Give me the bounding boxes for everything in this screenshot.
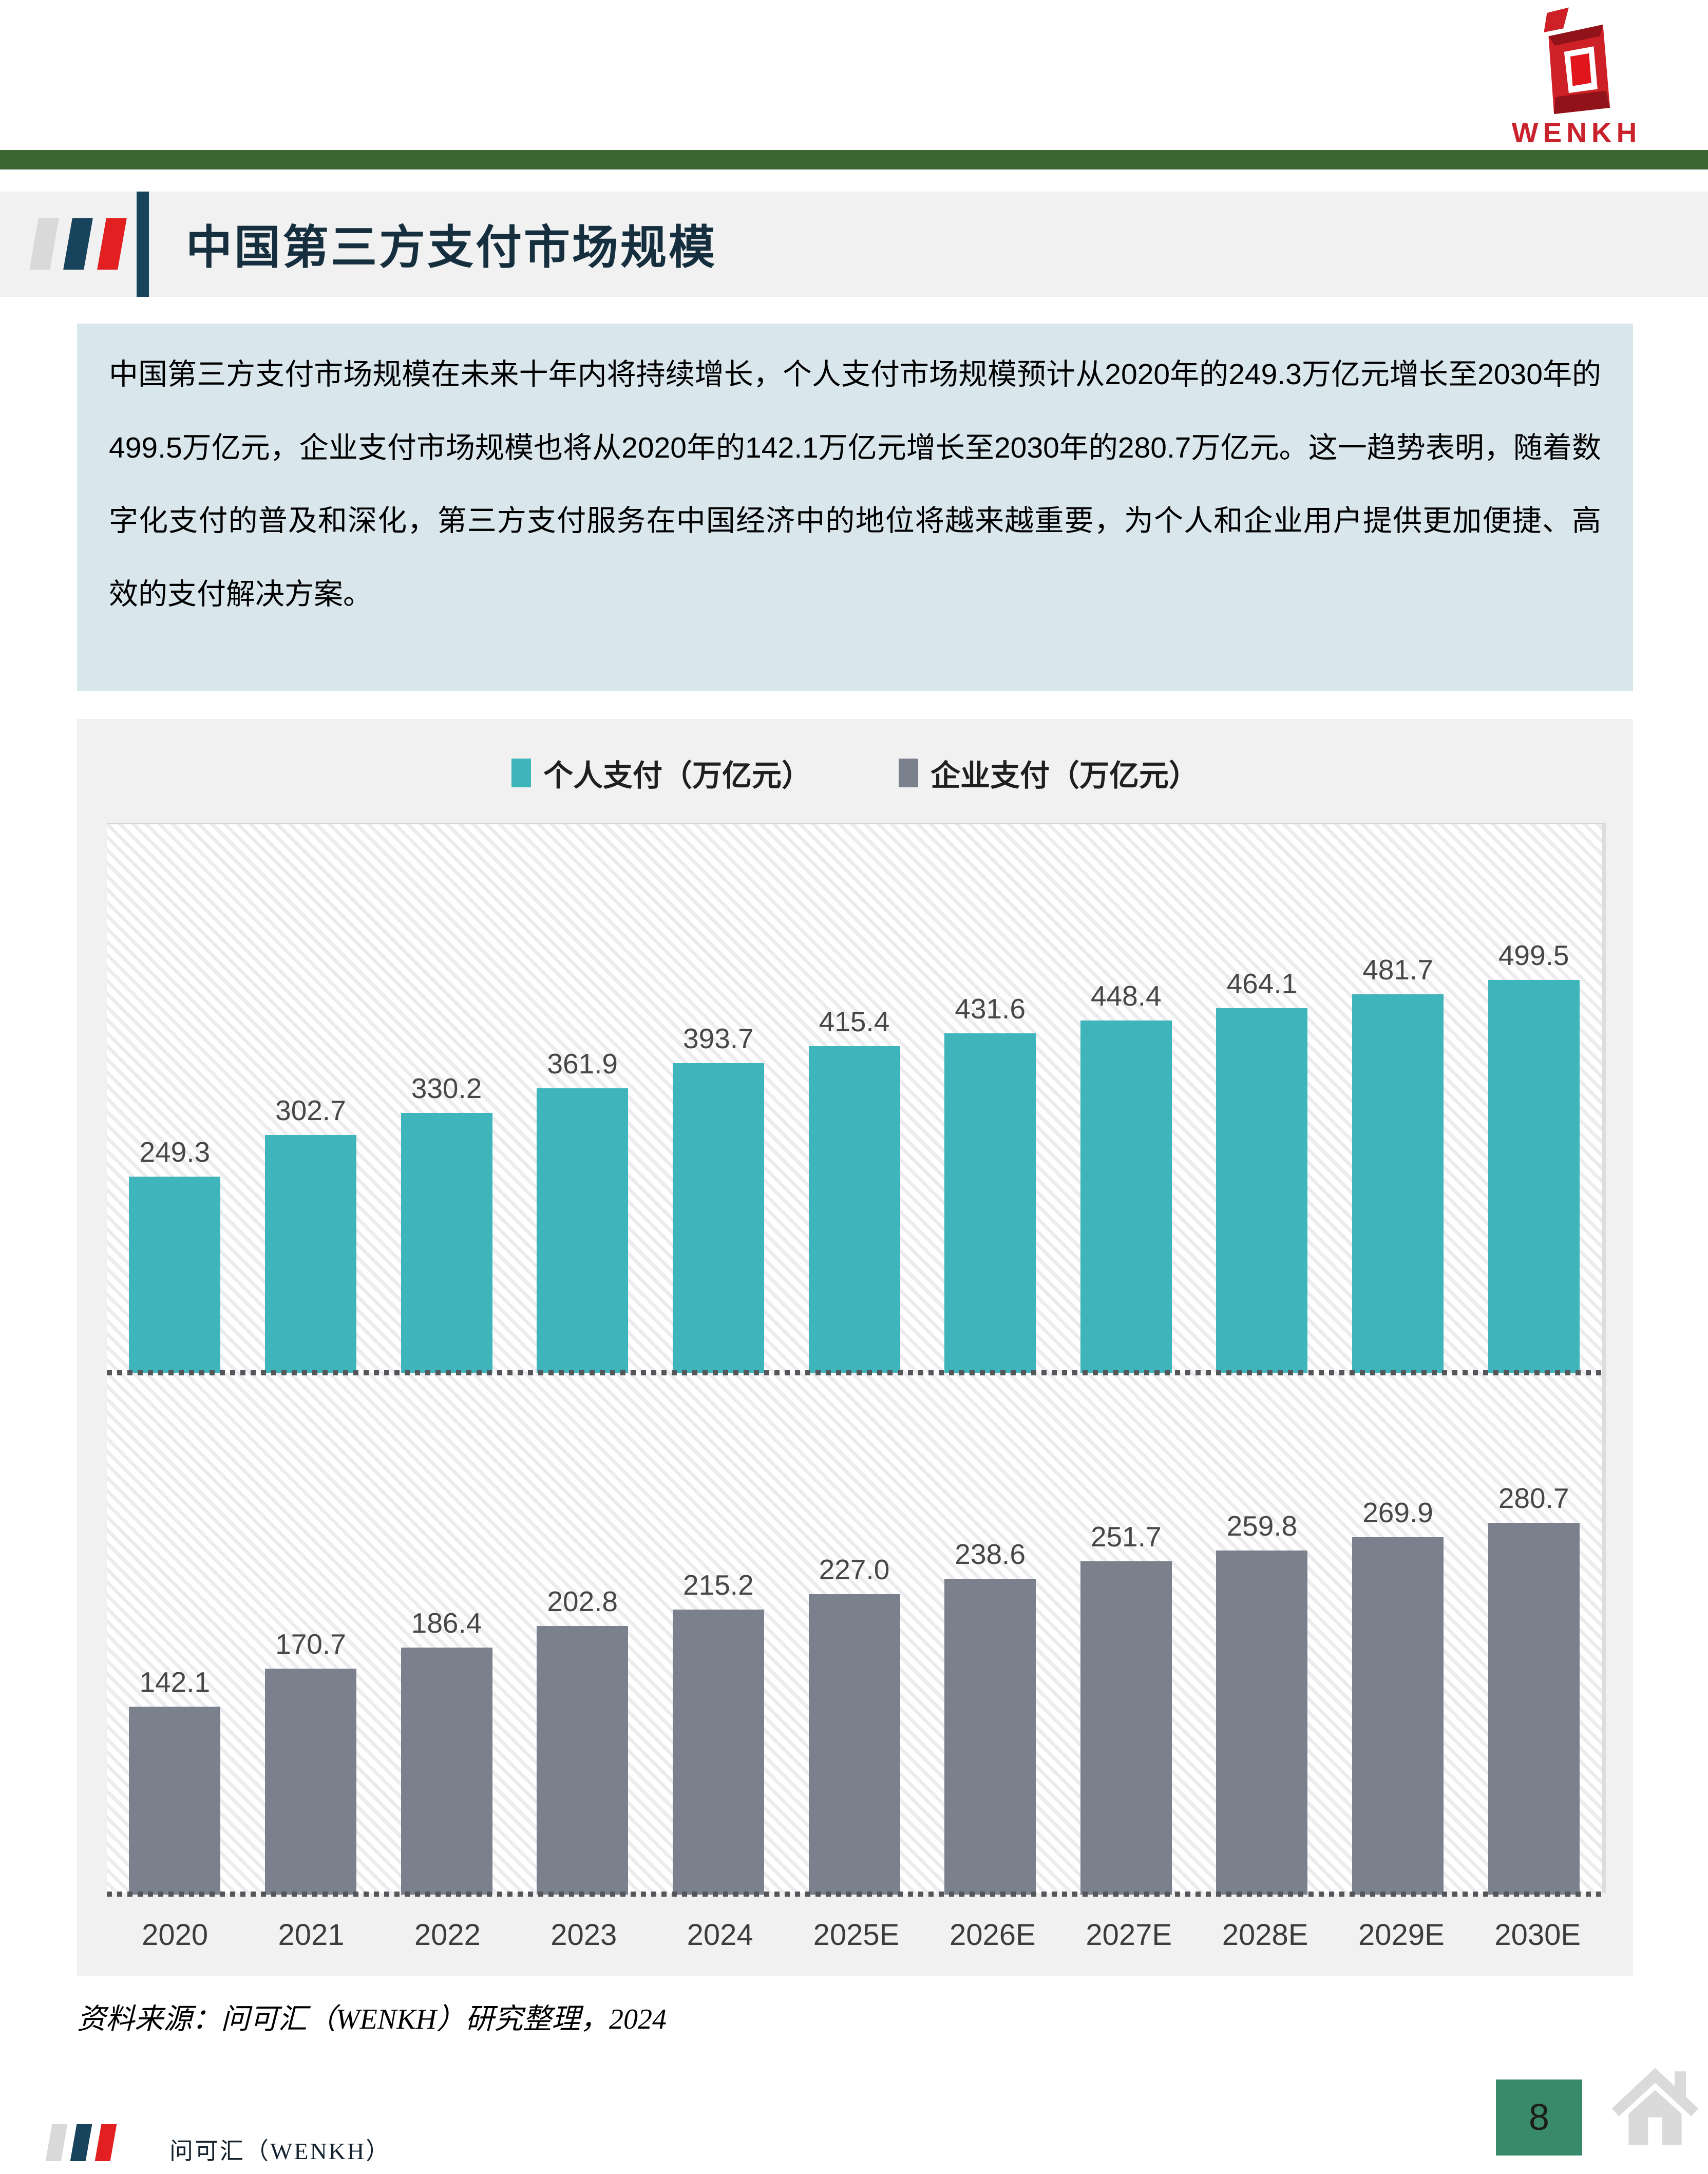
x-tick-2029E: 2029E [1358,1918,1445,1952]
deco-bar-gray [29,218,59,270]
title-decoration-bars [29,218,127,270]
x-tick-2022: 2022 [414,1918,481,1952]
enterprise-value-label-2030E: 280.7 [1498,1482,1569,1514]
page-title: 中国第三方支付市场规模 [186,221,717,273]
personal-bar-2029E [1352,994,1444,1373]
enterprise-bar-2025E [808,1594,900,1895]
personal-value-label-2026E: 431.6 [955,993,1026,1025]
legend-swatch-personal [511,759,531,787]
page-number-box: 8 [1496,2080,1582,2156]
panel-personal: 249.3 302.7 330.2 361.9 393.7 415.4 431.6 448.4… [107,824,1602,1375]
chart-plot-area: 249.3 302.7 330.2 361.9 393.7 415.4 431.6 448.4… [107,823,1606,1897]
enterprise-value-label-2025E: 227.0 [819,1554,890,1585]
intro-text: 中国第三方支付市场规模在未来十年内将持续增长，个人支付市场规模预计从2020年的… [109,358,1601,611]
source-note: 资料来源：问可汇（WENKH）研究整理，2024 [77,2003,667,2035]
x-tick-2030E: 2030E [1494,1918,1581,1952]
x-tick-2028E: 2028E [1222,1918,1308,1952]
deco-bar-gray [45,2124,68,2161]
header-divider-bar [0,150,1708,169]
personal-value-label-2022: 330.2 [411,1072,482,1104]
enterprise-bar-2022 [401,1648,492,1895]
intro-block: 中国第三方支付市场规模在未来十年内将持续增长，个人支付市场规模预计从2020年的… [77,324,1633,691]
personal-bar-2024 [672,1063,764,1373]
personal-value-label-2023: 361.9 [547,1048,618,1080]
personal-value-label-2024: 393.7 [683,1023,754,1054]
deco-bar-red [97,218,127,270]
brand-logo: WENKH [1492,5,1661,149]
wenkh-logo-icon [1544,7,1610,114]
chart-legend: 个人支付（万亿元） 企业支付（万亿元） [77,750,1633,796]
x-tick-2024: 2024 [687,1918,753,1952]
deco-bar-red [94,2124,117,2161]
enterprise-bar-2028E [1216,1551,1308,1895]
x-tick-2026E: 2026E [949,1918,1036,1952]
legend-swatch-enterprise [899,759,918,787]
personal-value-label-2028E: 464.1 [1226,968,1298,999]
home-icon[interactable] [1611,2058,1699,2155]
footer-decoration-bars [45,2124,117,2161]
x-tick-2027E: 2027E [1086,1918,1172,1952]
legend-item-personal: 个人支付（万亿元） [511,751,811,795]
enterprise-value-label-2022: 186.4 [411,1607,482,1639]
personal-value-label-2021: 302.7 [275,1094,346,1126]
personal-bar-2021 [264,1135,356,1373]
deco-bar-navy [63,218,93,270]
enterprise-bar-2024 [672,1610,764,1895]
personal-bar-2025E [808,1046,900,1373]
enterprise-value-label-2027E: 251.7 [1090,1521,1162,1553]
enterprise-bar-2029E [1352,1537,1444,1895]
personal-bar-2030E [1488,980,1580,1373]
enterprise-value-label-2020: 142.1 [139,1666,211,1698]
personal-value-label-2027E: 448.4 [1090,980,1162,1012]
enterprise-value-label-2028E: 259.8 [1226,1510,1298,1542]
x-tick-2023: 2023 [551,1918,617,1952]
enterprise-bar-2021 [264,1669,356,1895]
panel-enterprise: 142.1 170.7 186.4 202.8 215.2 227.0 238.6 251.7… [107,1373,1602,1897]
enterprise-bar-2026E [944,1579,1036,1895]
deco-bar-navy [70,2124,92,2161]
enterprise-bar-2020 [129,1707,221,1895]
personal-value-label-2020: 249.3 [139,1136,211,1168]
enterprise-value-label-2024: 215.2 [683,1569,754,1601]
personal-value-label-2025E: 415.4 [819,1006,890,1037]
personal-bar-2026E [944,1033,1036,1373]
legend-label-enterprise: 企业支付（万亿元） [931,759,1199,792]
x-tick-2020: 2020 [142,1918,208,1952]
x-tick-2025E: 2025E [813,1918,900,1952]
personal-bar-2023 [537,1088,629,1373]
page-number: 8 [1528,2097,1550,2138]
title-vertical-divider [137,192,149,297]
enterprise-value-label-2023: 202.8 [547,1585,618,1617]
enterprise-value-label-2026E: 238.6 [955,1538,1026,1570]
footer-company-name: 问可汇（WENKH） [169,2138,391,2164]
personal-bar-2028E [1216,1008,1308,1373]
enterprise-value-label-2029E: 269.9 [1362,1497,1433,1528]
panel-separator-dotted-line [107,1370,1602,1375]
enterprise-bar-2027E [1080,1561,1172,1895]
chart-card: 个人支付（万亿元） 企业支付（万亿元） 249.3 302.7 330.2 361.9… [77,719,1633,1976]
personal-bar-2022 [401,1113,492,1373]
brand-wordmark: WENKH [1511,117,1642,148]
legend-label-personal: 个人支付（万亿元） [543,759,811,792]
personal-value-label-2029E: 481.7 [1362,954,1433,986]
personal-value-label-2030E: 499.5 [1498,939,1569,971]
enterprise-bar-2023 [537,1626,629,1895]
title-band: 中国第三方支付市场规模 [0,192,1708,297]
legend-item-enterprise: 企业支付（万亿元） [899,751,1199,795]
x-axis: 2020 2021 2022 2023 2024 2025E 2026E 2027E 2028E… [107,1893,1606,1976]
enterprise-bar-2030E [1488,1523,1580,1895]
baseline-dotted-line [107,1892,1602,1897]
x-tick-2021: 2021 [278,1918,345,1952]
personal-bar-2020 [129,1177,221,1373]
enterprise-value-label-2021: 170.7 [275,1628,346,1660]
personal-bar-2027E [1080,1020,1172,1373]
